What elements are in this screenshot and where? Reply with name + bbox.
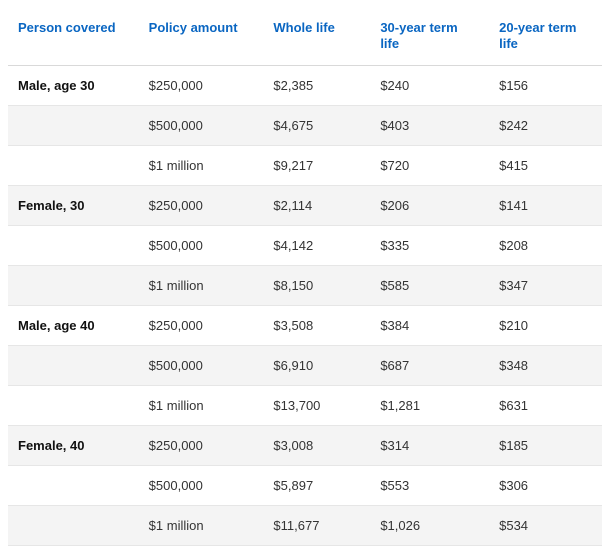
table-row: $1 million$13,700$1,281$631	[8, 385, 602, 425]
policy-amount-cell: $500,000	[139, 345, 264, 385]
column-header: Policy amount	[139, 8, 264, 65]
policy-amount-cell: $1 million	[139, 505, 264, 545]
table-row: Female, 30$250,000$2,114$206$141	[8, 185, 602, 225]
table-row: $1 million$11,677$1,026$534	[8, 505, 602, 545]
table-row: Male, age 30$250,000$2,385$240$156	[8, 65, 602, 105]
table-row: $1 million$8,150$585$347	[8, 265, 602, 305]
whole-life-cell: $6,910	[263, 345, 370, 385]
person-cell: Female, 40	[8, 425, 139, 465]
person-cell	[8, 105, 139, 145]
person-cell: Male, age 40	[8, 305, 139, 345]
term-30-cell: $585	[370, 265, 489, 305]
term-20-cell: $631	[489, 385, 602, 425]
term-20-cell: $156	[489, 65, 602, 105]
whole-life-cell: $5,897	[263, 465, 370, 505]
term-30-cell: $687	[370, 345, 489, 385]
column-header: Person covered	[8, 8, 139, 65]
person-cell: Male, age 30	[8, 65, 139, 105]
table-row: $1 million$9,217$720$415	[8, 145, 602, 185]
column-header: 20-year term life	[489, 8, 602, 65]
term-20-cell: $347	[489, 265, 602, 305]
policy-amount-cell: $250,000	[139, 65, 264, 105]
policy-amount-cell: $250,000	[139, 185, 264, 225]
whole-life-cell: $4,675	[263, 105, 370, 145]
person-cell	[8, 265, 139, 305]
person-cell: Female, 30	[8, 185, 139, 225]
term-20-cell: $534	[489, 505, 602, 545]
term-20-cell: $306	[489, 465, 602, 505]
whole-life-cell: $3,008	[263, 425, 370, 465]
term-30-cell: $403	[370, 105, 489, 145]
column-header: Whole life	[263, 8, 370, 65]
term-20-cell: $141	[489, 185, 602, 225]
table-row: $500,000$4,142$335$208	[8, 225, 602, 265]
policy-amount-cell: $500,000	[139, 465, 264, 505]
pricing-table: Person coveredPolicy amountWhole life30-…	[8, 8, 602, 546]
term-30-cell: $1,026	[370, 505, 489, 545]
table-body: Male, age 30$250,000$2,385$240$156$500,0…	[8, 65, 602, 545]
policy-amount-cell: $500,000	[139, 225, 264, 265]
table-row: $500,000$5,897$553$306	[8, 465, 602, 505]
policy-amount-cell: $1 million	[139, 385, 264, 425]
term-20-cell: $415	[489, 145, 602, 185]
term-20-cell: $185	[489, 425, 602, 465]
term-30-cell: $553	[370, 465, 489, 505]
term-30-cell: $384	[370, 305, 489, 345]
term-20-cell: $208	[489, 225, 602, 265]
person-cell	[8, 385, 139, 425]
whole-life-cell: $2,114	[263, 185, 370, 225]
term-30-cell: $1,281	[370, 385, 489, 425]
table-row: Female, 40$250,000$3,008$314$185	[8, 425, 602, 465]
table-row: Male, age 40$250,000$3,508$384$210	[8, 305, 602, 345]
policy-amount-cell: $1 million	[139, 145, 264, 185]
person-cell	[8, 505, 139, 545]
term-30-cell: $335	[370, 225, 489, 265]
table-row: $500,000$4,675$403$242	[8, 105, 602, 145]
term-30-cell: $206	[370, 185, 489, 225]
whole-life-cell: $8,150	[263, 265, 370, 305]
term-30-cell: $720	[370, 145, 489, 185]
column-header: 30-year term life	[370, 8, 489, 65]
whole-life-cell: $13,700	[263, 385, 370, 425]
policy-amount-cell: $1 million	[139, 265, 264, 305]
whole-life-cell: $11,677	[263, 505, 370, 545]
term-20-cell: $348	[489, 345, 602, 385]
policy-amount-cell: $500,000	[139, 105, 264, 145]
table-header: Person coveredPolicy amountWhole life30-…	[8, 8, 602, 65]
term-20-cell: $210	[489, 305, 602, 345]
term-20-cell: $242	[489, 105, 602, 145]
table-row: $500,000$6,910$687$348	[8, 345, 602, 385]
whole-life-cell: $4,142	[263, 225, 370, 265]
policy-amount-cell: $250,000	[139, 425, 264, 465]
whole-life-cell: $3,508	[263, 305, 370, 345]
term-30-cell: $240	[370, 65, 489, 105]
whole-life-cell: $9,217	[263, 145, 370, 185]
person-cell	[8, 225, 139, 265]
person-cell	[8, 345, 139, 385]
whole-life-cell: $2,385	[263, 65, 370, 105]
term-30-cell: $314	[370, 425, 489, 465]
person-cell	[8, 465, 139, 505]
person-cell	[8, 145, 139, 185]
policy-amount-cell: $250,000	[139, 305, 264, 345]
